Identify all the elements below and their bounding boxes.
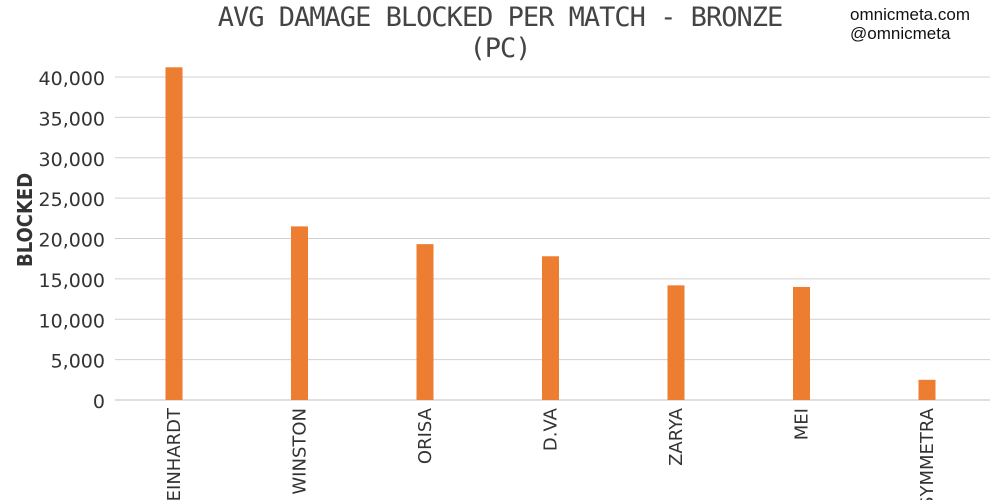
bar [291, 226, 308, 400]
bar [667, 285, 685, 400]
brand-block: omnicmeta.com @omnicmeta [850, 5, 970, 43]
x-tick-label: WINSTON [290, 408, 311, 495]
chart-title: AVG DAMAGE BLOCKED PER MATCH - BRONZE (P… [217, 2, 783, 64]
y-tick-label: 15,000 [39, 270, 105, 292]
bar [542, 256, 559, 400]
y-tick-label: 40,000 [39, 68, 105, 90]
bar [165, 67, 183, 400]
y-tick-label: 30,000 [39, 149, 105, 171]
bar [918, 379, 936, 400]
brand-site: omnicmeta.com [850, 5, 970, 24]
bar [416, 244, 434, 400]
bar [793, 286, 810, 400]
y-tick-label: 5,000 [51, 351, 105, 373]
brand-handle: @omnicmeta [850, 24, 951, 43]
y-tick-label: 25,000 [39, 189, 105, 211]
x-tick-label: MEI [792, 408, 813, 440]
x-tick-label: SYMMETRA [917, 407, 938, 500]
x-tick-label: ZARYA [666, 407, 687, 466]
y-tick-label: 35,000 [39, 108, 105, 130]
x-tick-label: D.VA [541, 407, 562, 451]
y-tick-label: 10,000 [39, 310, 105, 332]
y-tick-label: 20,000 [39, 230, 105, 252]
x-tick-label: REINHARDT [164, 407, 185, 500]
y-tick-label: 0 [93, 391, 105, 413]
x-tick-label: ORISA [415, 407, 436, 464]
